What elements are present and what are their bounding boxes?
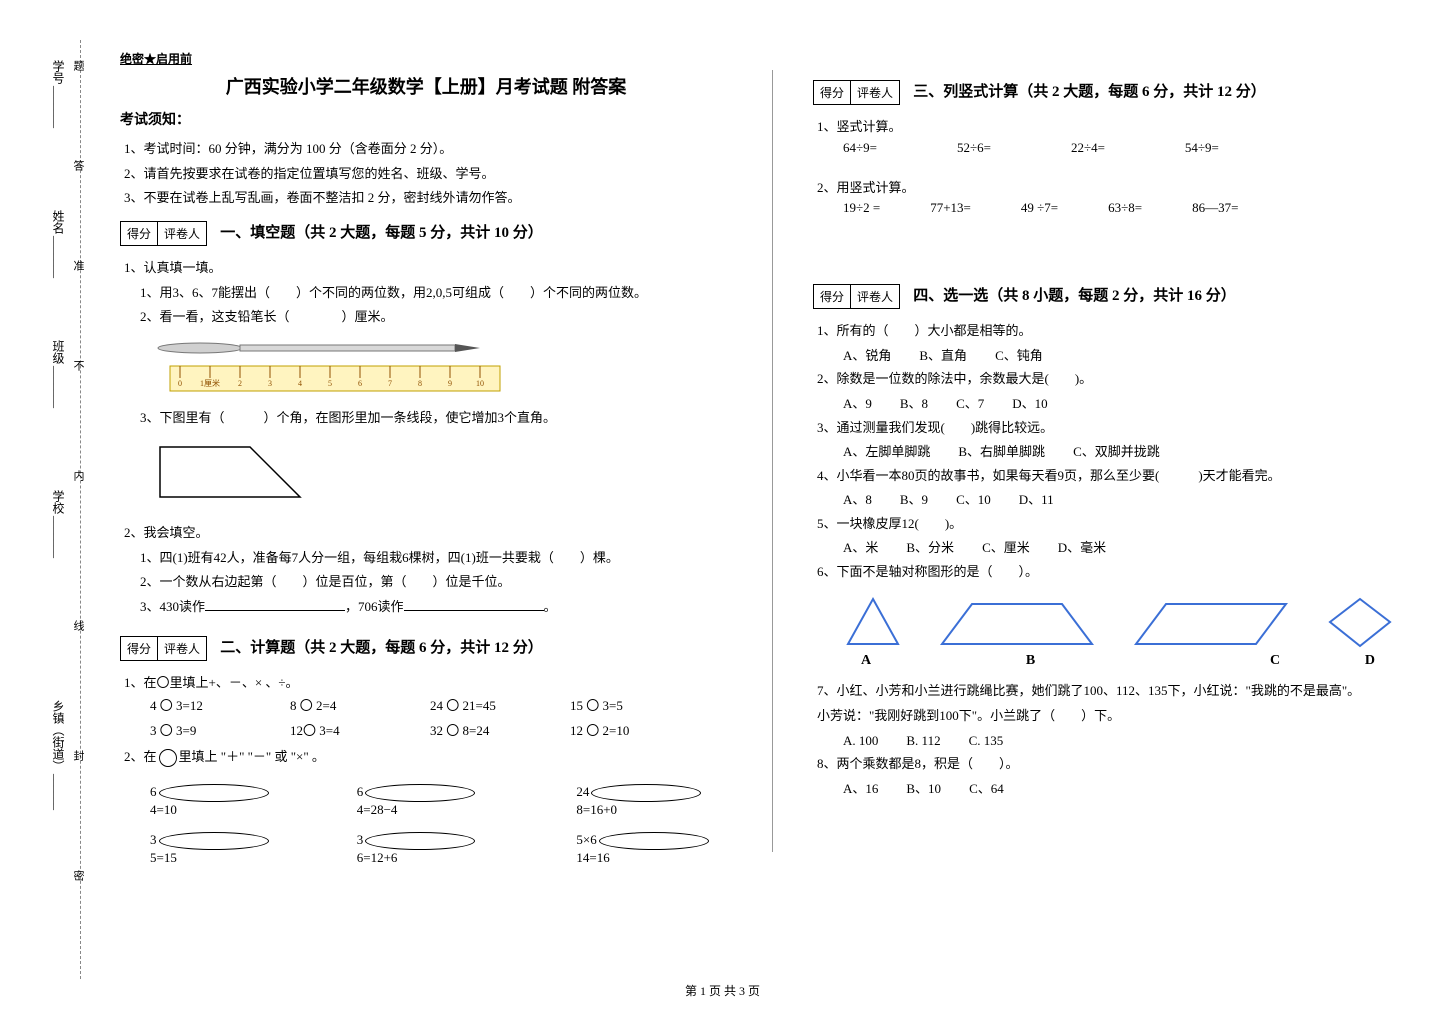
s4-q7b: 小芳说："我刚好跳到100下"。小兰跳了（ ）下。 xyxy=(817,704,1425,729)
s3-q2: 2、用竖式计算。 xyxy=(817,176,1425,201)
seal-text-7: 封 xyxy=(70,750,86,781)
section-3-title: 三、列竖式计算（共 2 大题，每题 6 分，共计 12 分） xyxy=(913,80,1266,101)
s4-q5: 5、一块橡皮厚12( )。 xyxy=(817,512,1425,537)
seal-text-4: 不 xyxy=(70,360,86,391)
column-divider xyxy=(772,70,773,852)
s1-q2: 2、我会填空。 xyxy=(124,521,732,546)
s3-row1: 64÷9=52÷6=22÷4=54÷9= xyxy=(843,140,1425,156)
section-2-title: 二、计算题（共 2 大题，每题 6 分，共计 12 分） xyxy=(220,636,543,657)
s4-q4-opts: A、8B、9C、10D、11 xyxy=(843,488,1425,511)
notice-2: 2、请首先按要求在试卷的指定位置填写您的姓名、班级、学号。 xyxy=(124,162,732,187)
svg-text:1厘米: 1厘米 xyxy=(200,378,220,388)
score-label: 得分 xyxy=(814,81,851,104)
svg-text:8: 8 xyxy=(418,379,422,388)
s1-q1: 1、认真填一填。 xyxy=(124,256,732,281)
left-column: 绝密★启用前 广西实验小学二年级数学【上册】月考试题 附答案 考试须知： 1、考… xyxy=(120,50,732,872)
trapezoid-figure xyxy=(150,437,732,511)
s3-q1: 1、竖式计算。 xyxy=(817,115,1425,140)
section-1-title: 一、填空题（共 2 大题，每题 5 分，共计 10 分） xyxy=(220,221,543,242)
right-column: 得分 评卷人 三、列竖式计算（共 2 大题，每题 6 分，共计 12 分） 1、… xyxy=(813,50,1425,872)
s4-q2-opts: A、9B、8C、7D、10 xyxy=(843,392,1425,415)
s1-q1-3: 3、下图里有（ ）个角，在图形里加一条线段，使它增加3个直角。 xyxy=(140,406,732,431)
s2-row3: 64=10 64=28−4 248=16+0 xyxy=(150,784,732,818)
side-student-id: 学号_______ xyxy=(50,60,67,128)
shape-triangle xyxy=(843,594,903,649)
notice-3: 3、不要在试卷上乱写乱画，卷面不整洁扣 2 分，密封线外请勿作答。 xyxy=(124,186,732,211)
svg-text:0: 0 xyxy=(178,379,182,388)
seal-text-2: 答 xyxy=(70,160,86,191)
score-box-1: 得分 评卷人 xyxy=(120,221,207,246)
grader-label: 评卷人 xyxy=(158,222,206,245)
shape-trapezoid xyxy=(937,594,1097,649)
side-town: 乡镇（街道）______ xyxy=(50,700,67,810)
s4-q7-opts: A. 100B. 112C. 135 xyxy=(843,729,1425,752)
side-name: 姓名_______ xyxy=(50,210,67,278)
seal-text-8: 密 xyxy=(70,870,86,901)
seal-text-6: 线 xyxy=(70,620,86,651)
grader-label: 评卷人 xyxy=(851,81,899,104)
seal-text-1: 题 xyxy=(70,60,86,91)
side-school: 学校_______ xyxy=(50,490,67,558)
svg-text:7: 7 xyxy=(388,379,392,388)
s4-q3-opts: A、左脚单脚跳B、右脚单脚跳C、双脚并拢跳 xyxy=(843,440,1425,463)
s1-q1-1: 1、用3、6、7能摆出（ ）个不同的两位数，用2,0,5可组成（ ）个不同的两位… xyxy=(140,281,732,306)
shapes-labels: A B C D xyxy=(843,653,1395,669)
s2-q2: 2、在里填上 "＋" "－" 或 "×" 。 xyxy=(124,745,732,770)
s4-q7: 7、小红、小芳和小兰进行跳绳比赛，她们跳了100、112、135下，小红说："我… xyxy=(817,679,1425,704)
score-box-2: 得分 评卷人 xyxy=(120,636,207,661)
s2-row2: 3 〇 3=912〇 3=432 〇 8=2412 〇 2=10 xyxy=(150,720,732,739)
ruler-figure: 0 1厘米 2 3 4 5 6 7 8 9 10 xyxy=(150,336,732,396)
notice-list: 1、考试时间：60 分钟，满分为 100 分（含卷面分 2 分）。 2、请首先按… xyxy=(124,137,732,211)
notice-title: 考试须知： xyxy=(120,109,732,129)
side-class: 班级_______ xyxy=(50,340,67,408)
svg-text:2: 2 xyxy=(238,379,242,388)
notice-1: 1、考试时间：60 分钟，满分为 100 分（含卷面分 2 分）。 xyxy=(124,137,732,162)
s3-row2: 19÷2 =77+13=49 ÷7=63÷8=86—37= xyxy=(843,200,1425,216)
s4-q6: 6、下面不是轴对称图形的是（ ）。 xyxy=(817,560,1425,585)
shapes-row xyxy=(843,594,1395,649)
s2-row1: 4 〇 3=128 〇 2=424 〇 21=4515 〇 3=5 xyxy=(150,695,732,714)
s1-q1-2: 2、看一看，这支铅笔长（ ）厘米。 xyxy=(140,305,732,330)
s4-q8: 8、两个乘数都是8，积是（ ）。 xyxy=(817,752,1425,777)
score-label: 得分 xyxy=(814,285,851,308)
score-label: 得分 xyxy=(121,637,158,660)
score-box-4: 得分 评卷人 xyxy=(813,284,900,309)
secret-label: 绝密★启用前 xyxy=(120,50,732,67)
shape-parallelogram xyxy=(1131,594,1291,649)
svg-text:5: 5 xyxy=(328,379,332,388)
score-box-3: 得分 评卷人 xyxy=(813,80,900,105)
s1-q2-3: 3、430读作，706读作。 xyxy=(140,595,732,620)
s2-q1: 1、在〇里填上+、－、× 、÷。 xyxy=(124,671,732,696)
s1-q2-2: 2、一个数从右边起第（ ）位是百位，第（ ）位是千位。 xyxy=(140,570,732,595)
s4-q1: 1、所有的（ ）大小都是相等的。 xyxy=(817,319,1425,344)
s4-q5-opts: A、米B、分米C、厘米D、毫米 xyxy=(843,536,1425,559)
s4-q1-opts: A、锐角B、直角C、钝角 xyxy=(843,344,1425,367)
s1-q2-1: 1、四(1)班有42人，准备每7人分一组，每组栽6棵树，四(1)班一共要栽（ ）… xyxy=(140,546,732,571)
s4-q8-opts: A、16B、10C、64 xyxy=(843,777,1425,800)
s4-q3: 3、通过测量我们发现( )跳得比较远。 xyxy=(817,416,1425,441)
grader-label: 评卷人 xyxy=(851,285,899,308)
s4-q4: 4、小华看一本80页的故事书，如果每天看9页，那么至少要( )天才能看完。 xyxy=(817,464,1425,489)
score-label: 得分 xyxy=(121,222,158,245)
s4-q2: 2、除数是一位数的除法中，余数最大是( )。 xyxy=(817,367,1425,392)
page-footer: 第 1 页 共 3 页 xyxy=(0,982,1445,999)
s2-row4: 35=15 36=12+6 5×614=16 xyxy=(150,832,732,866)
svg-text:6: 6 xyxy=(358,379,362,388)
svg-text:4: 4 xyxy=(298,379,302,388)
seal-text-5: 内 xyxy=(70,470,86,501)
shape-diamond xyxy=(1325,594,1395,649)
grader-label: 评卷人 xyxy=(158,637,206,660)
exam-title: 广西实验小学二年级数学【上册】月考试题 附答案 xyxy=(120,73,732,99)
svg-text:3: 3 xyxy=(268,379,272,388)
svg-text:9: 9 xyxy=(448,379,452,388)
section-4-title: 四、选一选（共 8 小题，每题 2 分，共计 16 分） xyxy=(913,284,1236,305)
seal-text-3: 准 xyxy=(70,260,86,291)
svg-text:10: 10 xyxy=(476,379,484,388)
